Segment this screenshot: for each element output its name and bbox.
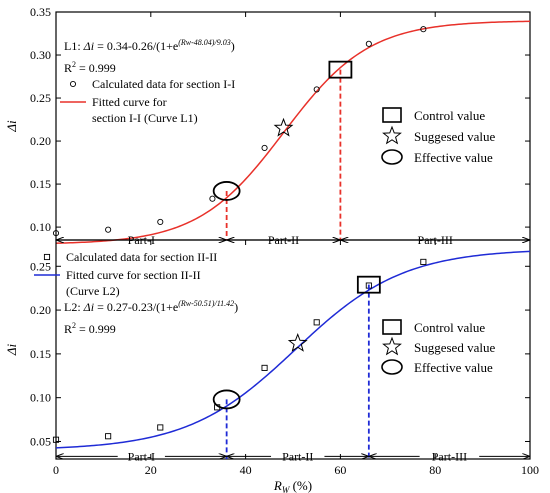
y-tick-label: 0.20 (30, 303, 51, 317)
x-axis-label: RW (%) (273, 478, 312, 493)
r-squared: R2 = 0.999 (64, 321, 116, 336)
x-axis-label-sub: W (282, 485, 291, 493)
fitted-curve (55, 20, 531, 244)
x-axis-label-unit: (%) (289, 478, 312, 493)
x-axis-label-var: R (273, 478, 282, 493)
legend-right-text: Effective value (414, 360, 493, 375)
legend-left-text: Fitted curve for (92, 95, 167, 109)
data-point (105, 226, 112, 233)
y-tick-label: 0.10 (30, 220, 51, 234)
y-axis-label: Δi (4, 120, 19, 133)
equation-exponent: (Rw-48.04)/9.03 (178, 38, 230, 47)
legend-star-swatch (382, 125, 402, 145)
legend-star-swatch (382, 336, 402, 356)
legend-ellipse-swatch (381, 359, 403, 375)
legend-circle-swatch (69, 80, 77, 88)
equation-exponent: (Rw-50.51)/11.42 (178, 299, 234, 308)
x-tick-label: 0 (53, 463, 59, 477)
equation-label: L2: (64, 300, 84, 314)
data-point (420, 258, 427, 265)
y-tick-label: 0.25 (30, 91, 51, 105)
data-point (52, 436, 60, 443)
suggested-value-marker (287, 332, 308, 352)
legend-left-text-line2: section I-I (Curve L1) (92, 111, 198, 125)
r-squared-value: = 0.999 (76, 322, 116, 336)
fit-equation: L2: Δi = 0.27-0.23/(1+e(Rw-50.51)/11.42) (64, 299, 238, 314)
r-squared-label: R (64, 322, 72, 336)
x-tick-label: 80 (429, 463, 441, 477)
equation-rhs: = 0.27-0.23/(1+e (94, 300, 178, 314)
effective-value-marker (212, 181, 241, 201)
part-range-label: Part-I (128, 449, 155, 463)
y-tick-label: 0.30 (30, 48, 51, 62)
effective-value-marker (212, 389, 241, 410)
r-squared: R2 = 0.999 (64, 60, 116, 75)
control-value-marker (328, 60, 353, 79)
y-tick-label: 0.25 (30, 259, 51, 273)
r-squared-label: R (64, 61, 72, 75)
equation-lhs: Δi (83, 39, 94, 53)
legend-square-swatch (43, 253, 51, 261)
r-squared-value: = 0.999 (76, 61, 116, 75)
legend-left-text-line2: (Curve L2) (66, 284, 120, 298)
x-tick-label: 40 (240, 463, 252, 477)
equation-tail: ) (231, 39, 235, 53)
y-tick-label: 0.10 (30, 391, 51, 405)
x-tick-label: 60 (334, 463, 346, 477)
data-point (105, 433, 112, 440)
data-point (261, 144, 268, 151)
plot-frame (55, 239, 531, 460)
r-squared-sup: 2 (72, 60, 76, 69)
y-tick-label: 0.05 (30, 434, 51, 448)
data-point (209, 195, 216, 202)
r-squared-sup: 2 (72, 321, 76, 330)
legend-control-swatch (382, 319, 402, 335)
data-point (157, 424, 164, 431)
legend-left-text: Calculated data for section I-I (92, 77, 235, 91)
control-value-marker (356, 275, 381, 294)
equation-tail: ) (234, 300, 238, 314)
x-tick-label: 100 (521, 463, 539, 477)
equation-lhs: Δi (83, 300, 94, 314)
legend-right-text: Control value (414, 320, 485, 335)
data-point (157, 218, 164, 225)
part-range-label: Part-III (432, 449, 467, 463)
y-tick-label: 0.15 (30, 347, 51, 361)
data-point (261, 364, 268, 371)
legend-right-text: Effective value (414, 150, 493, 165)
data-point (52, 230, 60, 237)
data-point (365, 40, 372, 47)
y-tick-label: 0.20 (30, 134, 51, 148)
data-point (313, 319, 320, 326)
fitted-curve (55, 250, 531, 449)
data-point (313, 86, 320, 93)
y-tick-label: 0.35 (30, 5, 51, 19)
legend-left-text: Calculated data for section II-II (66, 250, 217, 264)
legend-control-swatch (382, 107, 402, 123)
legend-right-text: Suggesed value (414, 340, 495, 355)
equation-rhs: = 0.34-0.26/(1+e (94, 39, 178, 53)
legend-right-text: Suggesed value (414, 129, 495, 144)
y-axis-label: Δi (4, 343, 19, 356)
equation-label: L1: (64, 39, 84, 53)
data-point (420, 26, 427, 33)
legend-right-text: Control value (414, 108, 485, 123)
legend-left-text: Fitted curve for section II-II (66, 268, 201, 282)
y-tick-label: 0.15 (30, 177, 51, 191)
x-tick-label: 20 (145, 463, 157, 477)
legend-ellipse-swatch (381, 149, 403, 165)
suggested-value-marker (273, 117, 294, 137)
fit-equation: L1: Δi = 0.34-0.26/(1+e(Rw-48.04)/9.03) (64, 38, 235, 53)
part-range-label: Part-II (282, 449, 313, 463)
